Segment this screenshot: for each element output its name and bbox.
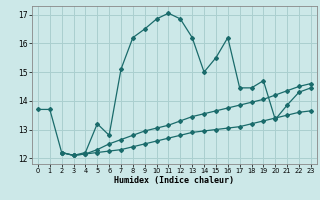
X-axis label: Humidex (Indice chaleur): Humidex (Indice chaleur) bbox=[115, 176, 234, 185]
